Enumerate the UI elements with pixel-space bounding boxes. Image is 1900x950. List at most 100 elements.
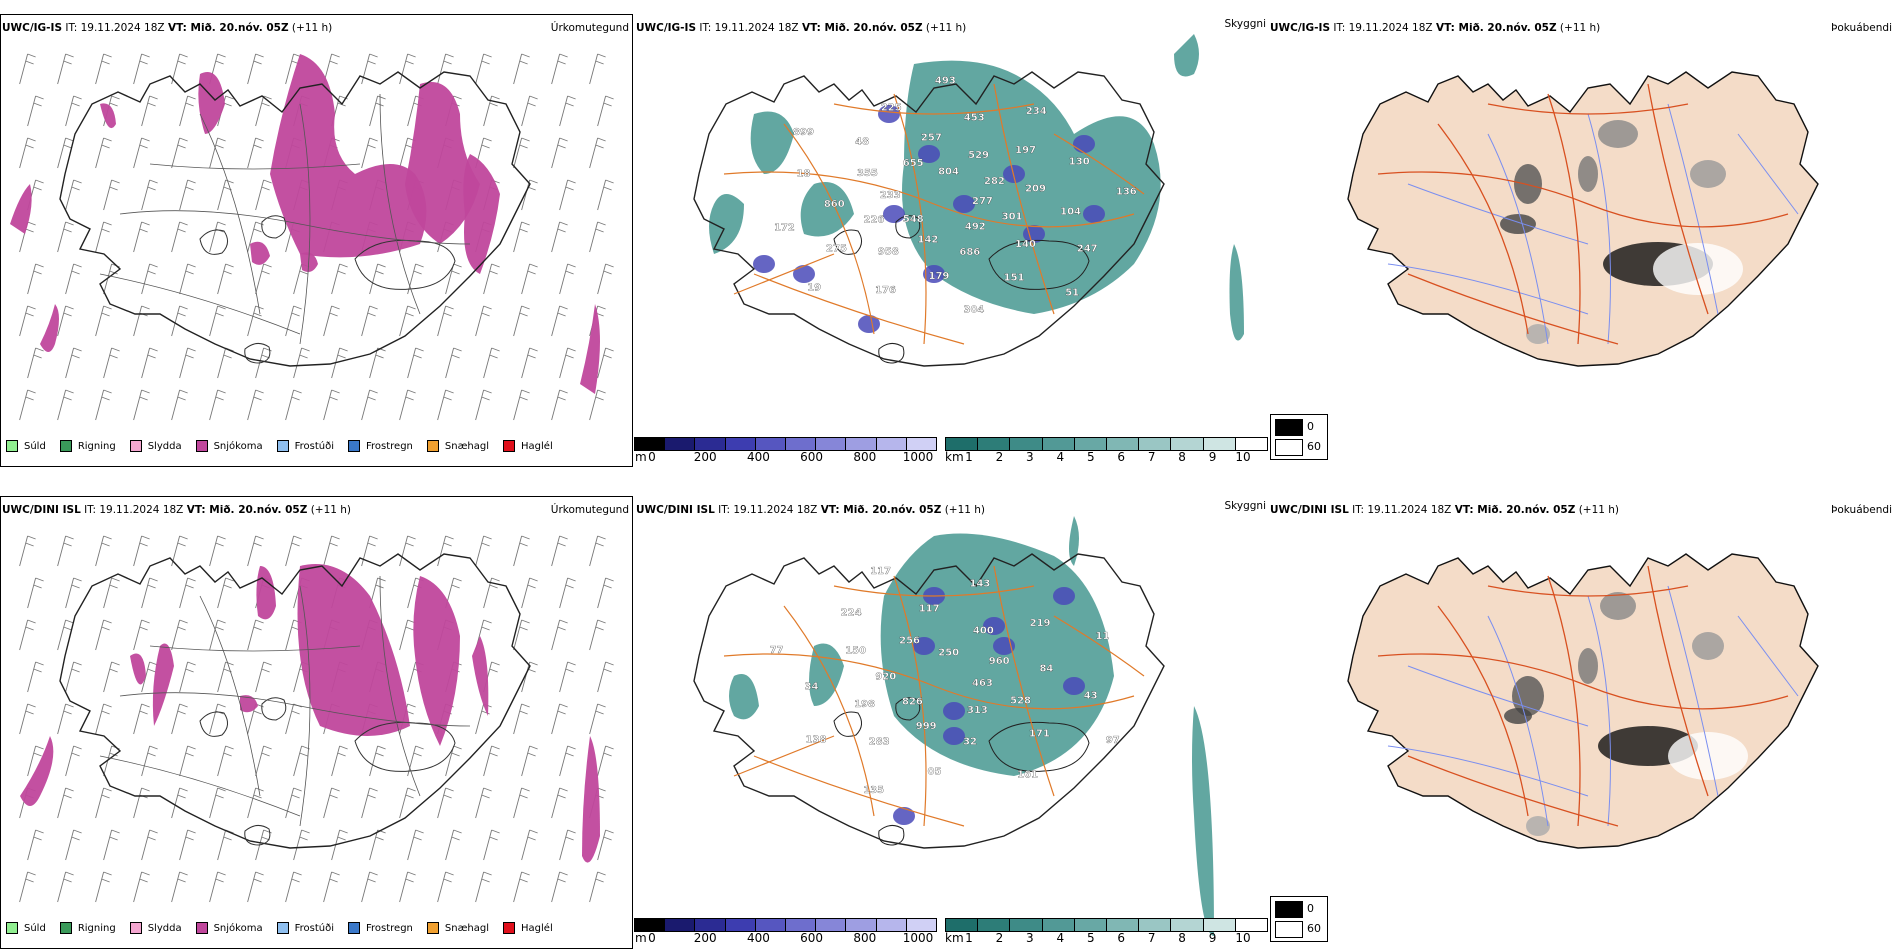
vis-value-label: 920 (875, 671, 896, 682)
vis-panel-bottom: 463 826 250 313 920 960 999 256 528 198 400 32 150 84… (634, 496, 1268, 949)
vis-value-label: 34 (805, 681, 819, 692)
fog-header-bottom: UWC/DINI ISL IT: 19.11.2024 18Z VT: Mið.… (1270, 504, 1619, 516)
precip-legend-item: Súld (6, 922, 46, 934)
legend-label: Frostúði (294, 922, 334, 934)
vis-value-label: 233 (880, 190, 901, 201)
vis-map-top: 2775488044922332821426553012265296863552… (634, 14, 1268, 467)
colorbar-tick: 10 (1235, 450, 1251, 464)
colorbar-tick: 7 (1147, 931, 1156, 945)
legend-swatch (129, 922, 142, 934)
colorbar-tick: 1000 (902, 931, 934, 945)
fog-legend-label: 0 (1307, 420, 1314, 433)
colorbar-segment (755, 438, 787, 450)
vis-colorbar-bottom (945, 918, 1268, 932)
legend-swatch (348, 922, 360, 934)
vis-value-label: 143 (970, 578, 991, 589)
lead-time: (+11 h) (291, 22, 333, 34)
colorbar-segment (978, 919, 1011, 931)
precip-header-top: UWC/IG-IS IT: 19.11.2024 18Z VT: Mið. 20… (2, 22, 332, 34)
vis-value-label: 804 (938, 167, 959, 178)
colorbar-segment (1171, 438, 1204, 450)
fog-legend-label: 60 (1307, 440, 1321, 453)
colorbar-tick: 8 (1178, 931, 1186, 945)
colorbar-segment (1139, 438, 1172, 450)
precip-panel-bottom: UWC/DINI ISL IT: 19.11.2024 18Z VT: Mið.… (0, 496, 633, 949)
valid-time: VT: Mið. 20.nóv. 05Z (1435, 22, 1557, 34)
colorbar-segment (876, 919, 907, 931)
precip-legend-bottom: Súld Rigning Slydda Snjókoma Frostúði Frostre… (6, 922, 567, 934)
legend-label: Snæhagl (444, 440, 490, 452)
colorbar-tick: 800 (853, 931, 877, 945)
precip-legend-item: Súld (6, 440, 46, 452)
fog-legend-bottom: 0 60 (1270, 896, 1328, 942)
precip-legend-item: Snæhagl (426, 440, 490, 452)
legend-label: Snjókoma (213, 922, 263, 934)
colorbar-tick: 3 (1026, 931, 1034, 945)
vis-value-label: 226 (864, 214, 885, 225)
vis-map-bottom: 4638262503139209609992565281984003215084… (634, 496, 1268, 949)
fog-legend-label: 0 (1307, 902, 1314, 915)
colorbar-tick: 600 (800, 450, 824, 464)
vis-value-label: 400 (973, 625, 994, 636)
legend-label: Haglél (521, 922, 553, 934)
precip-map-bottom (0, 496, 633, 949)
precip-legend-item: Snjókoma (195, 922, 263, 934)
vis-value-label: 313 (967, 705, 988, 716)
vis-value-label: 19 (807, 283, 821, 294)
precip-legend-top: Súld Rigning Slydda Snjókoma Frostúði Frostre… (6, 440, 567, 452)
colorbar-segment (876, 438, 907, 450)
precip-legend-item: Frostregn (348, 440, 413, 452)
colorbar-tick: 200 (693, 450, 717, 464)
vis-value-label: 84 (1039, 663, 1053, 674)
vis-value-label: 104 (1060, 207, 1081, 218)
colorbar-tick: 600 (800, 931, 824, 945)
colorbar-segment (786, 438, 817, 450)
colorbar-tick: 5 (1086, 450, 1095, 464)
vis-value-label: 43 (1084, 691, 1098, 702)
colorbar-segment (946, 919, 979, 931)
legend-label: Frostúði (294, 440, 334, 452)
vis-value-label: 197 (1015, 145, 1036, 156)
colorbar-segment (725, 438, 756, 450)
vis-value-label: 225 (881, 103, 902, 114)
colorbar-segment (1107, 438, 1140, 450)
height-colorbar-top (634, 437, 937, 451)
vis-value-label: 528 (1010, 696, 1031, 707)
colorbar-segment (755, 919, 787, 931)
colorbar-segment (635, 438, 666, 450)
colorbar-tick: 3 (1026, 450, 1034, 464)
colorbar-segment (665, 438, 696, 450)
fog-legend-swatch (1275, 901, 1303, 918)
vis-value-label: 140 (1015, 239, 1036, 250)
colorbar-segment (816, 438, 847, 450)
vis-value-label: 899 (793, 127, 814, 138)
vis-value-label: 179 (929, 271, 950, 282)
colorbar-segment (786, 919, 817, 931)
precip-legend-item: Snjókoma (195, 440, 263, 452)
precip-legend-item: Frostregn (348, 922, 413, 934)
precip-legend-item: Snæhagl (426, 922, 489, 934)
precip-header-bottom: UWC/DINI ISL IT: 19.11.2024 18Z VT: Mið.… (2, 504, 351, 516)
colorbar-unit: km (945, 931, 964, 945)
legend-label: Snjókoma (213, 440, 263, 452)
vis-value-label: 999 (916, 721, 937, 732)
colorbar-tick: 9 (1208, 931, 1217, 945)
vis-value-label: 135 (863, 785, 884, 796)
valid-time: VT: Mið. 20.nóv. 05Z (820, 504, 942, 516)
vis-value-label: 150 (845, 646, 866, 657)
precip-legend-item: Rigning (59, 440, 116, 452)
vis-value-label: 355 (857, 168, 878, 179)
colorbar-segment (1074, 919, 1108, 931)
precip-panel-top: UWC/IG-IS IT: 19.11.2024 18Z VT: Mið. 20… (0, 14, 633, 467)
vis-value-label: 209 (1025, 183, 1046, 194)
fog-legend-swatch (1275, 419, 1303, 436)
colorbar-tick: 0 (648, 931, 656, 945)
init-time: IT: 19.11.2024 18Z (65, 22, 165, 34)
vis-value-label: 492 (965, 221, 986, 232)
colorbar-tick: 6 (1117, 450, 1126, 464)
vis-value-label: 463 (972, 678, 993, 689)
legend-swatch (195, 922, 208, 934)
colorbar-segment (1042, 438, 1075, 450)
legend-swatch (6, 440, 18, 452)
vis-value-label: 283 (869, 737, 890, 748)
